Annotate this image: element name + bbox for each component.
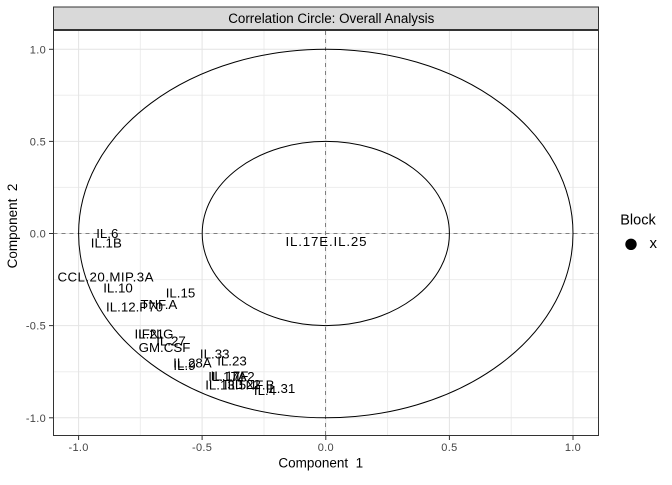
svg-text:x: x xyxy=(650,235,658,252)
svg-text:Correlation Circle: Overall An: Correlation Circle: Overall Analysis xyxy=(228,11,434,26)
svg-text:IL.22: IL.22 xyxy=(231,377,261,392)
svg-text:IL.9: IL.9 xyxy=(173,358,195,373)
svg-text:CCL.20.MIP.3A: CCL.20.MIP.3A xyxy=(57,270,154,285)
svg-text:IL.23: IL.23 xyxy=(217,354,247,369)
svg-text:IL.17F: IL.17F xyxy=(211,369,249,384)
svg-text:IL.31: IL.31 xyxy=(266,381,296,396)
svg-text:IL.6: IL.6 xyxy=(96,226,118,241)
svg-text:IL.21: IL.21 xyxy=(135,327,165,342)
svg-text:0.5: 0.5 xyxy=(30,136,46,148)
svg-text:IL.15: IL.15 xyxy=(166,286,196,301)
svg-text:IFN.G: IFN.G xyxy=(138,327,173,342)
svg-text:-1.0: -1.0 xyxy=(26,413,46,425)
svg-text:IL.12.P70: IL.12.P70 xyxy=(106,300,163,315)
svg-text:TNF.B: TNF.B xyxy=(238,378,275,393)
svg-text:-1.0: -1.0 xyxy=(69,442,89,454)
svg-text:-0.5: -0.5 xyxy=(26,321,46,333)
svg-text:IL.4: IL.4 xyxy=(254,383,276,398)
svg-text:IL.10: IL.10 xyxy=(103,280,133,295)
svg-text:TNF.A: TNF.A xyxy=(140,297,177,312)
svg-text:0.0: 0.0 xyxy=(30,229,46,241)
svg-text:IL.13: IL.13 xyxy=(205,378,235,393)
svg-text:IL.17E.IL.25: IL.17E.IL.25 xyxy=(285,234,367,249)
svg-text:Component 2: Component 2 xyxy=(5,184,20,269)
svg-text:GM.CSF: GM.CSF xyxy=(139,340,191,355)
svg-text:0.5: 0.5 xyxy=(441,442,457,454)
svg-text:IL.5: IL.5 xyxy=(224,378,246,393)
svg-text:IL.33: IL.33 xyxy=(200,347,230,362)
svg-text:IL.27: IL.27 xyxy=(156,334,186,349)
svg-text:-0.5: -0.5 xyxy=(192,442,212,454)
svg-text:Block: Block xyxy=(620,213,656,229)
svg-text:1.0: 1.0 xyxy=(565,442,581,454)
svg-text:IL.2: IL.2 xyxy=(232,369,254,384)
svg-text:1.0: 1.0 xyxy=(30,44,46,56)
svg-text:IL.1B: IL.1B xyxy=(91,235,122,250)
svg-text:Component 1: Component 1 xyxy=(278,455,363,470)
svg-text:0.0: 0.0 xyxy=(318,442,334,454)
svg-text:IL.28A: IL.28A xyxy=(173,356,212,371)
svg-text:IL.17A: IL.17A xyxy=(208,369,247,384)
